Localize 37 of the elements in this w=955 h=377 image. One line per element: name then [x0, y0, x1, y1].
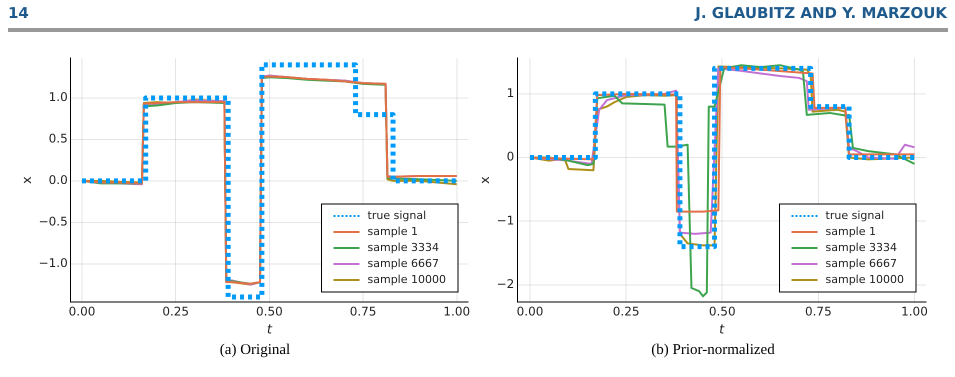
legend-label: true signal: [368, 208, 426, 222]
legend-label: sample 10000: [826, 272, 904, 286]
x-tick-label: 0.25: [162, 304, 190, 318]
y-tick-label: −1: [496, 213, 514, 228]
y-tick-label: −2: [496, 276, 514, 291]
legend-label: sample 1: [826, 224, 876, 238]
text: J. GLAUBITZ AND Y. MARZOUK: [695, 4, 947, 22]
x-axis-title: t: [266, 322, 273, 338]
y-tick-label: −0.5: [38, 214, 68, 229]
y-tick-label: 0.5: [48, 132, 68, 146]
x-tick-label: 0.50: [256, 304, 283, 318]
text: (b) Prior-normalized: [650, 342, 776, 359]
legend-label: sample 3334: [826, 240, 898, 254]
legend-label: sample 1: [368, 224, 418, 238]
y-tick-label: −1.0: [38, 256, 68, 270]
x-tick-label: 0.25: [612, 304, 640, 318]
y-tick-label: 1.0: [48, 90, 68, 104]
y-axis-title: x: [478, 176, 494, 184]
x-tick-label: 0.50: [708, 304, 736, 318]
legend-label: sample 10000: [368, 272, 446, 286]
y-tick-label: 0.0: [48, 173, 68, 188]
x-tick-label: 0.75: [804, 304, 832, 318]
x-axis-title: t: [719, 322, 726, 338]
text: (a) Original: [218, 342, 292, 359]
y-axis-title: x: [20, 176, 36, 184]
y-tick-label: 0: [506, 150, 514, 164]
legend-label: sample 3334: [368, 240, 440, 254]
x-tick-label: 0.00: [516, 304, 544, 318]
legend-label: sample 6667: [368, 256, 440, 270]
x-tick-label: 0.00: [68, 304, 96, 318]
x-tick-label: 1.00: [443, 304, 470, 318]
x-tick-label: 0.75: [350, 304, 376, 318]
legend-label: sample 6667: [826, 256, 898, 270]
y-tick-label: 1: [506, 86, 514, 100]
x-tick-label: 1.00: [901, 304, 928, 318]
legend-label: true signal: [826, 208, 884, 222]
text: 14: [8, 4, 29, 22]
